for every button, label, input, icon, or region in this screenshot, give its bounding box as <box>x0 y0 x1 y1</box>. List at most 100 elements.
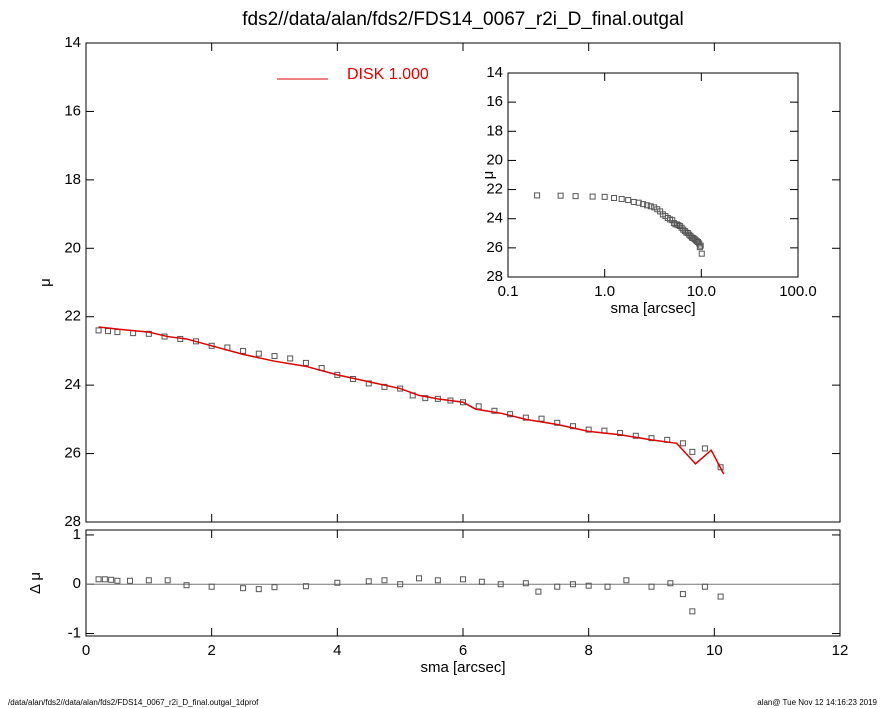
inset-point <box>697 242 704 249</box>
inset-point <box>534 192 541 199</box>
data-point <box>569 423 576 430</box>
legend-label: DISK 1.000 <box>347 66 429 83</box>
data-point <box>632 432 639 439</box>
residual-point <box>208 583 215 590</box>
y-tick-label: 18 <box>486 122 503 139</box>
residual-point <box>397 581 404 588</box>
x-axis-label: sma [arcsec] <box>420 659 505 676</box>
inset-point <box>640 201 647 208</box>
x-tick-label: 4 <box>333 642 341 659</box>
residual-point <box>434 577 441 584</box>
data-point <box>381 383 388 390</box>
y-tick-label: 26 <box>64 445 81 462</box>
y-tick-label: -1 <box>68 625 81 642</box>
y-tick-label: 28 <box>486 268 503 285</box>
inset-point <box>678 224 685 231</box>
x-tick-label: 100.0 <box>779 283 817 300</box>
inset-point <box>651 204 658 211</box>
y-axis-label: Δ μ <box>27 572 44 594</box>
data-point <box>255 350 262 357</box>
inset-point <box>696 244 703 251</box>
residual-point <box>679 591 686 598</box>
y-tick-label: 26 <box>486 239 503 256</box>
data-point <box>271 353 278 360</box>
residual-point <box>689 608 696 615</box>
x-tick-label: 8 <box>584 642 592 659</box>
residual-point <box>554 583 561 590</box>
data-point <box>95 327 102 334</box>
y-tick-label: 14 <box>486 64 503 81</box>
residual-point <box>114 577 121 584</box>
y-tick-label: 0 <box>73 575 81 592</box>
residual-point <box>255 586 262 593</box>
residual-point <box>108 576 115 583</box>
residual-point <box>183 582 190 589</box>
residual-point <box>271 584 278 591</box>
residual-point <box>145 577 152 584</box>
y-tick-label: 20 <box>486 151 503 168</box>
footer-right: alan@ Tue Nov 12 14:16:23 2019 <box>757 698 877 707</box>
data-point <box>617 430 624 437</box>
y-tick-label: 1 <box>73 526 81 543</box>
chart-title: fds2//data/alan/fds2/FDS14_0067_r2i_D_fi… <box>242 9 684 30</box>
residual-point <box>334 579 341 586</box>
y-axis-label: μ <box>480 171 497 180</box>
residual-point <box>497 581 504 588</box>
data-point <box>554 419 561 426</box>
y-tick-label: 16 <box>486 93 503 110</box>
inset-point <box>698 250 705 257</box>
residual-point <box>416 575 423 582</box>
x-tick-label: 12 <box>832 642 849 659</box>
inset-point <box>572 193 579 200</box>
y-tick-label: 22 <box>64 308 81 325</box>
x-tick-label: 2 <box>207 642 215 659</box>
footer-left: /data/alan/fds2//data/alan/fds2/FDS14_00… <box>8 698 259 707</box>
plot-frame <box>507 72 799 278</box>
residual-point <box>302 583 309 590</box>
residual-point <box>585 582 592 589</box>
residual-point <box>101 576 108 583</box>
inset-point <box>589 193 596 200</box>
residual-point <box>126 577 133 584</box>
residual-point <box>535 588 542 595</box>
data-point <box>717 464 724 471</box>
residual-point <box>648 583 655 590</box>
residual-point <box>701 583 708 590</box>
data-point <box>287 355 294 362</box>
residual-point <box>667 580 674 587</box>
inset-point <box>647 203 654 210</box>
y-axis-label: μ <box>37 278 54 287</box>
inset-point <box>635 199 642 206</box>
inset-point <box>676 223 683 229</box>
inset-x-axis-label: sma [arcsec] <box>610 300 695 317</box>
inset-point <box>601 193 608 200</box>
data-point <box>648 435 655 442</box>
residual-point <box>569 581 576 588</box>
y-tick-label: 24 <box>64 376 81 393</box>
x-tick-label: 0 <box>82 642 90 659</box>
residual-point <box>604 583 611 590</box>
inset-background <box>508 73 798 277</box>
residual-point <box>522 580 529 587</box>
data-point <box>701 445 708 452</box>
data-point <box>491 407 498 414</box>
y-tick-label: 18 <box>64 171 81 188</box>
data-point <box>522 414 529 421</box>
x-tick-label: 0.1 <box>498 283 519 300</box>
residual-point <box>717 593 724 600</box>
inset-point <box>618 196 625 203</box>
data-point <box>145 330 152 337</box>
data-point <box>689 448 696 455</box>
data-point <box>679 440 686 447</box>
residual-point <box>164 577 171 584</box>
x-tick-label: 1.0 <box>594 283 615 300</box>
y-tick-label: 28 <box>64 513 81 530</box>
data-point <box>365 380 372 387</box>
inset-point <box>625 197 632 204</box>
inset-point <box>611 195 618 202</box>
residual-point <box>478 578 485 585</box>
y-tick-label: 16 <box>64 102 81 119</box>
residual-point <box>623 577 630 584</box>
data-point <box>422 395 429 402</box>
